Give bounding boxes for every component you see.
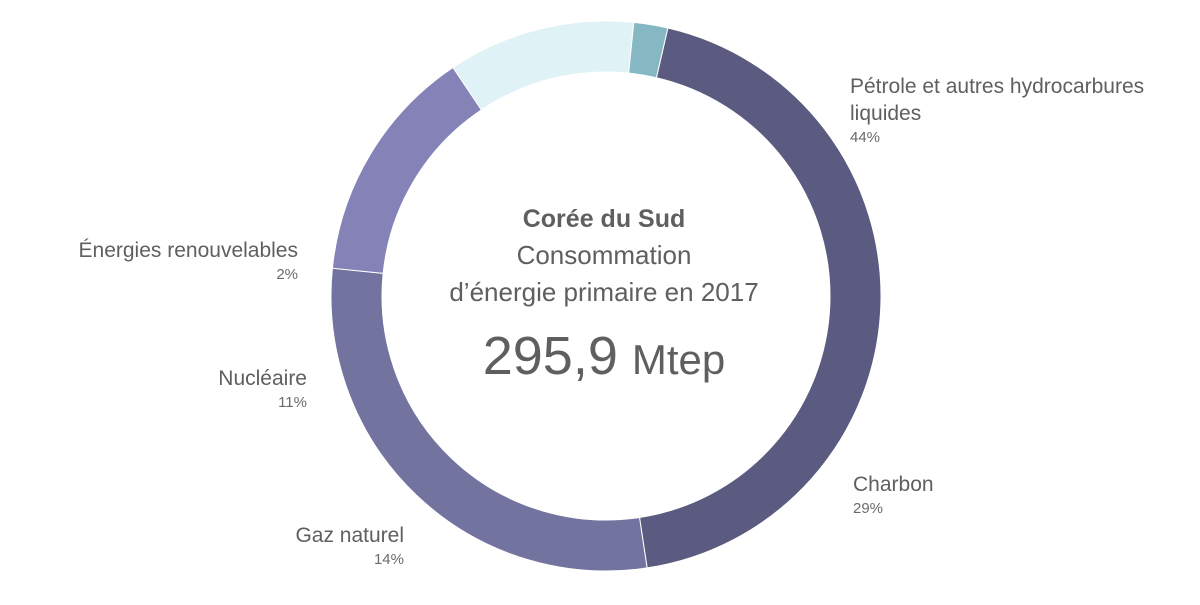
slice-label-name: Charbon <box>853 473 934 496</box>
slice-label-name: Nucléaire <box>218 367 307 390</box>
slice-label: Charbon 29% <box>853 473 934 517</box>
slice-label: Énergies renouvelables 2% <box>79 239 298 283</box>
chart-total-unit: Mtep <box>632 336 725 383</box>
labels-layer: Pétrole et autres hydrocarbures liquides 4… <box>79 75 1145 568</box>
chart-subtitle-line-2: d’énergie primaire en 2017 <box>449 277 758 307</box>
chart-total: 295,9 Mtep <box>483 326 726 386</box>
slice-label-percent: 14% <box>374 551 404 568</box>
slice-label-name: Gaz naturel <box>295 524 404 547</box>
slice-label: Pétrole et autres hydrocarbures liquides 4… <box>850 75 1144 146</box>
donut-slice <box>330 267 648 572</box>
chart-title: Corée du Sud <box>523 205 686 233</box>
donut-slice <box>638 27 882 569</box>
slices-layer <box>330 20 882 572</box>
slice-label: Nucléaire 11% <box>218 367 307 411</box>
slice-label-percent: 29% <box>853 500 883 517</box>
slice-label-name: Énergies renouvelables <box>79 239 298 262</box>
slice-label: Gaz naturel 14% <box>295 524 404 568</box>
center-layer: Corée du Sud Consommation d’énergie prim… <box>449 205 758 386</box>
donut-slice <box>331 66 483 274</box>
chart-total-value: 295,9 <box>483 326 618 386</box>
chart-subtitle-line-1: Consommation <box>517 240 692 270</box>
slice-label-percent: 2% <box>276 266 298 283</box>
slice-label-name: liquides <box>850 102 921 125</box>
slice-label-name: Pétrole et autres hydrocarbures <box>850 75 1144 98</box>
slice-label-percent: 44% <box>850 129 880 146</box>
donut-slice <box>452 20 635 111</box>
slice-label-percent: 11% <box>278 394 307 411</box>
donut-slice <box>628 21 669 79</box>
